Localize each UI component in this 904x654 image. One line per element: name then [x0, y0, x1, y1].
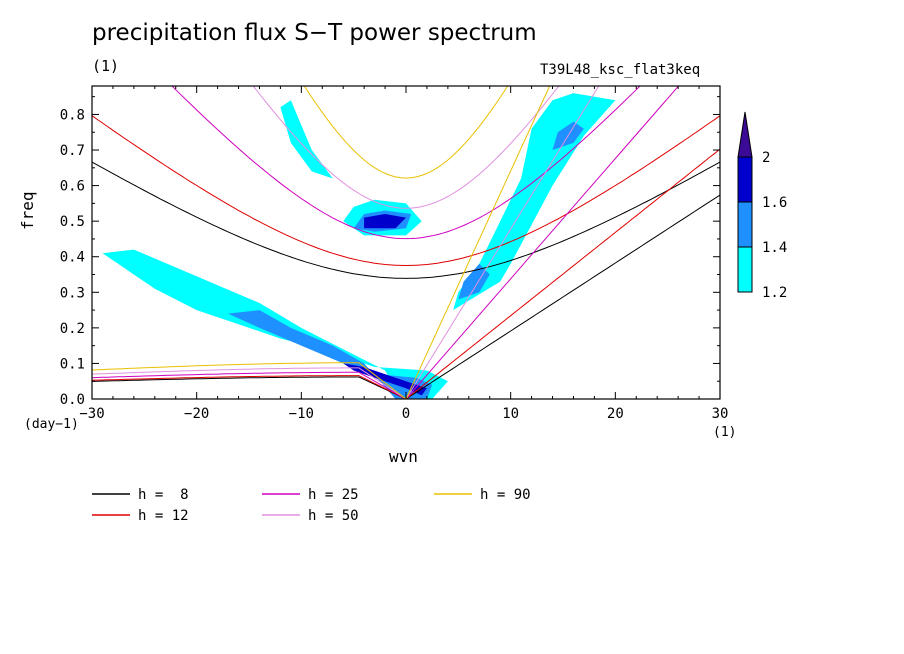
- y-tick-label: 0.6: [60, 179, 85, 195]
- y-tick-label: 0.5: [60, 214, 85, 230]
- legend-label: h = 50: [308, 508, 359, 524]
- colorbar-label: 1.2: [762, 285, 787, 301]
- y-axis-unit: (day−1): [24, 417, 79, 432]
- kelvin-curve-1: [405, 194, 720, 399]
- x-tick-label: 20: [607, 406, 624, 422]
- colorbar-segment: [737, 201, 753, 248]
- colorbar-segment: [737, 246, 753, 293]
- x-tick-label: −30: [79, 406, 104, 422]
- x-axis-unit: (1): [713, 425, 737, 440]
- axis-ticks: −30 −20 −10 0 10 20 30 0.0 0.1 0.2 0.3 0.4 0.5 0.6 0.7…: [60, 86, 729, 422]
- x-tick-label: 10: [502, 406, 519, 422]
- legend-label: h = 90: [480, 487, 531, 503]
- x-tick-label: −10: [289, 406, 314, 422]
- ig-curve-2: [92, 115, 720, 267]
- mrg-curve-1: [92, 376, 407, 399]
- y-tick-label: 0.3: [60, 285, 85, 301]
- legend-label: h = 25: [308, 487, 359, 503]
- ig-curve-4: [252, 86, 560, 209]
- ig-curve-3: [171, 86, 641, 240]
- colorbar-cap: [737, 111, 753, 158]
- y-tick-label: 0.7: [60, 143, 85, 159]
- legend-label: h = 8: [138, 487, 189, 503]
- kelvin-curve-3: [405, 86, 680, 399]
- dispersion-curves: [92, 86, 720, 399]
- x-axis-label: wvn: [389, 447, 418, 466]
- colorbar: 1.2 1.4 1.6 2: [737, 111, 787, 301]
- contour-regions: [102, 93, 616, 399]
- mrg-curve-4: [92, 367, 407, 399]
- contour-region-9: [364, 214, 406, 229]
- y-tick-label: 0.4: [60, 250, 85, 266]
- mrg-curve-2: [92, 375, 407, 399]
- x-tick-label: 0: [402, 406, 410, 422]
- legend-label: h = 12: [138, 508, 189, 524]
- kelvin-curve-2: [405, 148, 720, 399]
- y-tick-label: 0.2: [60, 321, 85, 337]
- ig-curve-1: [92, 161, 720, 279]
- plot-frame: [91, 85, 721, 400]
- mrg-curve-3: [92, 371, 407, 399]
- ig-curve-5: [303, 86, 509, 179]
- chart-title: precipitation flux S−T power spectrum: [92, 20, 537, 46]
- x-tick-label: 30: [712, 406, 729, 422]
- chart-units: (1): [92, 57, 120, 75]
- x-tick-label: −20: [184, 406, 209, 422]
- contour-region-3: [280, 100, 333, 179]
- run-label: T39L48_ksc_flat3keq: [540, 62, 701, 78]
- mrg-curve-5: [92, 362, 407, 399]
- colorbar-label: 1.6: [762, 195, 787, 211]
- colorbar-label: 2: [762, 150, 770, 166]
- colorbar-label: 1.4: [762, 240, 787, 256]
- y-tick-label: 0.8: [60, 107, 85, 123]
- y-tick-label: 0.0: [60, 392, 85, 408]
- colorbar-segment: [737, 156, 753, 203]
- contour-region-7: [458, 263, 490, 300]
- legend: h = 8 h = 12 h = 25 h = 50 h = 90: [92, 487, 531, 524]
- kelvin-curve-5: [405, 86, 551, 399]
- kelvin-curve-4: [405, 86, 600, 399]
- y-tick-label: 0.1: [60, 356, 85, 372]
